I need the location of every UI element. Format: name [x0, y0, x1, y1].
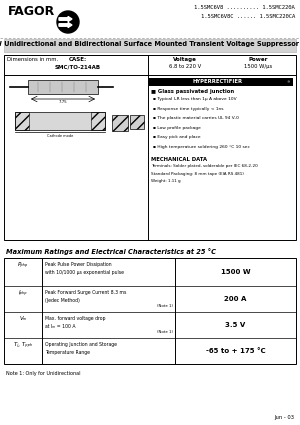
- Bar: [4, 39, 296, 52]
- Text: Power: Power: [248, 57, 268, 62]
- Text: Vₘ: Vₘ: [20, 316, 27, 321]
- Text: 1500 W/µs: 1500 W/µs: [244, 64, 272, 69]
- Text: HYPERRECTIFIER: HYPERRECTIFIER: [193, 79, 243, 84]
- Text: Maximum Ratings and Electrical Characteristics at 25 °C: Maximum Ratings and Electrical Character…: [6, 248, 216, 255]
- Text: ▪ Low profile package: ▪ Low profile package: [153, 125, 201, 130]
- Text: Temperature Range: Temperature Range: [45, 350, 90, 355]
- Text: (Note 1): (Note 1): [157, 304, 173, 308]
- Text: Terminals: Solder plated, solderable per IEC 68-2-20: Terminals: Solder plated, solderable per…: [151, 164, 258, 168]
- Text: Note 1: Only for Unidirectional: Note 1: Only for Unidirectional: [6, 371, 80, 376]
- Text: Peak Pulse Power Dissipation: Peak Pulse Power Dissipation: [45, 262, 112, 267]
- Text: with 10/1000 μs exponential pulse: with 10/1000 μs exponential pulse: [45, 270, 124, 275]
- Text: ®: ®: [286, 80, 290, 84]
- Bar: [15, 112, 29, 130]
- Text: Jun - 03: Jun - 03: [274, 415, 294, 420]
- Text: Tⱼ, Tₚₚₕ: Tⱼ, Tₚₚₕ: [14, 342, 32, 347]
- Circle shape: [57, 11, 79, 33]
- Text: 6.8 to 220 V: 6.8 to 220 V: [169, 64, 201, 69]
- Text: Operating Junction and Storage: Operating Junction and Storage: [45, 342, 117, 347]
- Text: 7.75: 7.75: [59, 100, 67, 104]
- Bar: [15, 112, 105, 130]
- Text: Pₚₕₚ: Pₚₕₚ: [18, 262, 28, 267]
- Text: 1500 W: 1500 W: [221, 269, 250, 275]
- Text: ■ Glass passivated junction: ■ Glass passivated junction: [151, 89, 234, 94]
- Text: (Jedec Method): (Jedec Method): [45, 298, 80, 303]
- Text: at Iₘ = 100 A: at Iₘ = 100 A: [45, 324, 76, 329]
- Text: 1.5SMC6V8 .......... 1.5SMC220A: 1.5SMC6V8 .......... 1.5SMC220A: [194, 5, 295, 10]
- Bar: [4, 258, 296, 364]
- Text: Dimensions in mm.: Dimensions in mm.: [7, 57, 58, 62]
- Bar: [112, 115, 128, 131]
- Text: ▪ The plastic material carries UL 94 V-0: ▪ The plastic material carries UL 94 V-0: [153, 116, 239, 120]
- Text: Voltage: Voltage: [173, 57, 197, 62]
- Text: ▪ High temperature soldering 260 °C 10 sec: ▪ High temperature soldering 260 °C 10 s…: [153, 144, 250, 148]
- Bar: [28, 80, 98, 94]
- Text: 3.5 V: 3.5 V: [225, 322, 246, 328]
- Text: SMC/TO-214AB: SMC/TO-214AB: [55, 64, 101, 69]
- Text: Peak Forward Surge Current 8.3 ms: Peak Forward Surge Current 8.3 ms: [45, 290, 126, 295]
- Text: FAGOR: FAGOR: [8, 5, 55, 18]
- FancyArrow shape: [59, 23, 72, 28]
- Text: 1500 W Unidirectional and Bidirectional Surface Mounted Transient Voltage Suppre: 1500 W Unidirectional and Bidirectional …: [0, 41, 300, 47]
- Text: MECHANICAL DATA: MECHANICAL DATA: [151, 157, 207, 162]
- Text: Weight: 1.11 g: Weight: 1.11 g: [151, 179, 181, 183]
- Text: 200 A: 200 A: [224, 296, 247, 302]
- Bar: [130, 115, 144, 129]
- Bar: [4, 55, 296, 240]
- Bar: [91, 112, 105, 130]
- Text: 1.5SMC6V8C ...... 1.5SMC220CA: 1.5SMC6V8C ...... 1.5SMC220CA: [201, 14, 295, 19]
- Text: CASE:: CASE:: [69, 57, 87, 62]
- Circle shape: [285, 79, 291, 85]
- Text: Cathode mode: Cathode mode: [47, 134, 73, 138]
- Bar: [149, 78, 293, 86]
- Text: -65 to + 175 °C: -65 to + 175 °C: [206, 348, 265, 354]
- Text: Standard Packaging: 8 mm tape (EIA RS 481): Standard Packaging: 8 mm tape (EIA RS 48…: [151, 172, 244, 176]
- Text: ▪ Easy pick and place: ▪ Easy pick and place: [153, 135, 201, 139]
- Text: ▪ Typical I₂R less than 1μ A above 10V: ▪ Typical I₂R less than 1μ A above 10V: [153, 97, 237, 101]
- Text: Max. forward voltage drop: Max. forward voltage drop: [45, 316, 106, 321]
- Text: (Note 1): (Note 1): [157, 330, 173, 334]
- FancyArrow shape: [59, 17, 72, 22]
- Text: Iₚₕₚ: Iₚₕₚ: [19, 290, 27, 295]
- Text: ▪ Response time typically < 1ns: ▪ Response time typically < 1ns: [153, 107, 224, 110]
